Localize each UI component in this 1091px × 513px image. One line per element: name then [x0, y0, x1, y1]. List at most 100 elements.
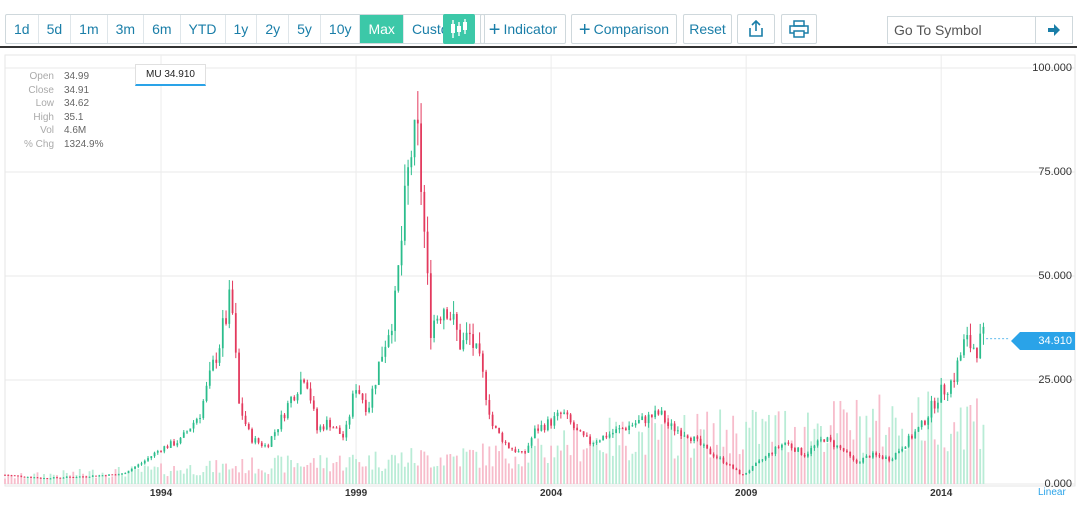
candle-body	[904, 446, 907, 449]
volume-bar	[280, 456, 283, 484]
volume-bar	[673, 458, 676, 484]
candle-body	[270, 436, 273, 447]
candle-body	[26, 476, 29, 478]
volume-bar	[888, 427, 891, 484]
candle-body	[813, 445, 816, 449]
candle-body	[729, 464, 731, 466]
volume-bar	[963, 449, 965, 484]
candle-body	[768, 453, 770, 457]
candle-body	[898, 451, 900, 453]
candle-body	[147, 458, 149, 461]
range-button-6m[interactable]: 6m	[144, 15, 181, 43]
candle-body	[124, 473, 127, 475]
candle-body	[452, 314, 455, 320]
candle-body	[943, 384, 946, 395]
volume-bar	[579, 461, 582, 484]
ohlc-info-panel: Open 34.99 Close 34.91 Low 34.62 High 35.1 Vol 4.…	[14, 70, 104, 151]
candle-body	[501, 432, 504, 442]
candle-body	[976, 347, 978, 359]
chart-area[interactable]: 100.000 75.000 50.000 25.000 0.000 1994 1999 20…	[0, 48, 1091, 513]
candle-body	[865, 455, 868, 458]
range-button-5y[interactable]: 5y	[289, 15, 321, 43]
volume-bar	[163, 474, 166, 484]
candle-body	[680, 430, 683, 437]
volume-bar	[137, 468, 140, 484]
volume-bar	[504, 458, 507, 484]
volume-bar	[556, 445, 559, 484]
print-button[interactable]	[781, 14, 817, 44]
range-button-1d[interactable]: 1d	[6, 15, 39, 43]
candle-body	[842, 448, 845, 451]
range-button-3m[interactable]: 3m	[108, 15, 145, 43]
candle-body	[182, 432, 185, 438]
current-price-tag: 34.910	[1011, 332, 1075, 350]
info-value: 1324.9%	[64, 138, 104, 150]
range-button-1m[interactable]: 1m	[71, 15, 108, 43]
volume-bar	[335, 461, 338, 484]
info-row: Low 34.62	[14, 97, 103, 111]
range-button-2y[interactable]: 2y	[257, 15, 290, 43]
volume-bar	[455, 455, 458, 484]
volume-bar	[595, 438, 598, 484]
candle-body	[602, 435, 605, 441]
volume-bar	[407, 462, 409, 484]
volume-bar	[976, 398, 978, 484]
indicator-button[interactable]: + Indicator	[480, 14, 566, 44]
volume-bar	[231, 468, 234, 484]
candle-body	[62, 477, 65, 479]
candle-body	[517, 451, 520, 453]
candle-body	[30, 476, 32, 478]
volume-bar	[277, 455, 279, 484]
candle-body	[10, 475, 13, 477]
arrow-right-icon	[1048, 24, 1060, 36]
candle-body	[833, 440, 835, 448]
candle-body	[130, 468, 133, 472]
candle-body	[95, 475, 97, 477]
comparison-button[interactable]: + Comparison	[571, 14, 677, 44]
candle-body	[901, 448, 904, 452]
candle-body	[624, 428, 627, 430]
candle-body	[520, 451, 523, 453]
volume-bar	[520, 466, 523, 484]
candle-body	[231, 289, 234, 314]
volume-bar	[114, 469, 117, 484]
symbol-search-input[interactable]	[887, 16, 1035, 44]
candle-body	[608, 434, 611, 438]
candle-body	[507, 442, 510, 449]
volume-bar	[699, 429, 702, 484]
candle-body	[979, 333, 982, 359]
info-label: Vol	[40, 125, 54, 136]
volume-bar	[527, 462, 530, 484]
chart-type-button[interactable]	[443, 14, 475, 44]
candle-body	[358, 390, 361, 394]
range-button-max[interactable]: Max	[360, 15, 404, 43]
scale-toggle[interactable]: Linear	[1038, 487, 1066, 498]
range-button-5d[interactable]: 5d	[39, 15, 72, 43]
info-row: High 35.1	[14, 111, 103, 125]
volume-bar	[924, 440, 926, 484]
volume-bar	[329, 471, 331, 484]
range-button-1y[interactable]: 1y	[226, 15, 258, 43]
volume-bars	[4, 391, 985, 484]
candle-body	[208, 370, 211, 386]
candle-body	[238, 352, 240, 404]
share-button[interactable]	[737, 14, 775, 44]
volume-bar	[247, 470, 250, 484]
candle-body	[670, 423, 673, 426]
volume-bar	[602, 452, 605, 484]
volume-bar	[540, 444, 543, 484]
candle-body	[342, 433, 344, 438]
volume-bar	[794, 426, 796, 484]
candle-body	[420, 123, 422, 192]
reset-button[interactable]: Reset	[683, 14, 732, 44]
volume-bar	[608, 417, 611, 484]
volume-bar	[69, 475, 71, 484]
price-chart[interactable]: 100.000 75.000 50.000 25.000 0.000 1994 1999 20…	[0, 48, 1091, 513]
range-button-ytd[interactable]: YTD	[181, 15, 226, 43]
volume-bar	[826, 443, 829, 484]
candle-body	[950, 380, 952, 394]
range-button-10y[interactable]: 10y	[321, 15, 361, 43]
go-button[interactable]	[1035, 16, 1073, 44]
candle-body	[933, 400, 936, 409]
volume-bar	[111, 476, 114, 484]
